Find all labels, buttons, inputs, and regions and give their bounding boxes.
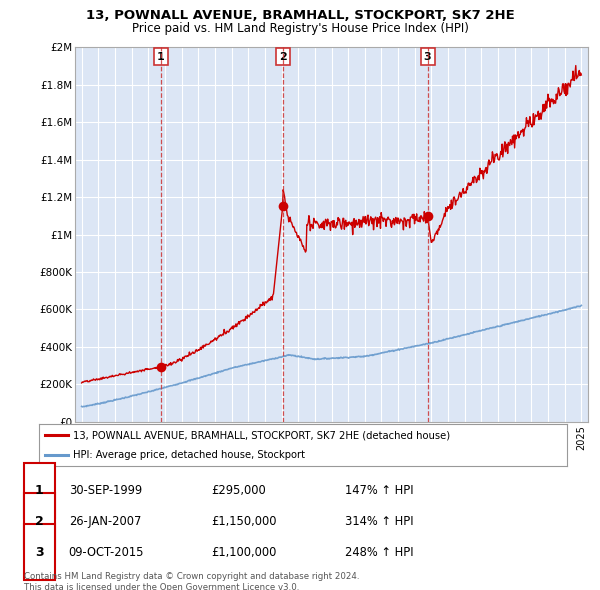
Text: 2: 2 [279, 51, 287, 61]
Text: Price paid vs. HM Land Registry's House Price Index (HPI): Price paid vs. HM Land Registry's House … [131, 22, 469, 35]
Text: £295,000: £295,000 [211, 484, 266, 497]
Text: HPI: Average price, detached house, Stockport: HPI: Average price, detached house, Stoc… [73, 451, 305, 460]
Text: 13, POWNALL AVENUE, BRAMHALL, STOCKPORT, SK7 2HE: 13, POWNALL AVENUE, BRAMHALL, STOCKPORT,… [86, 9, 514, 22]
Text: 1: 1 [157, 51, 164, 61]
Text: 2: 2 [35, 514, 43, 528]
Text: 314% ↑ HPI: 314% ↑ HPI [345, 514, 413, 528]
Text: 1: 1 [35, 484, 43, 497]
Text: £1,100,000: £1,100,000 [211, 546, 277, 559]
Text: 147% ↑ HPI: 147% ↑ HPI [345, 484, 413, 497]
Text: £1,150,000: £1,150,000 [211, 514, 277, 528]
Text: 09-OCT-2015: 09-OCT-2015 [68, 546, 144, 559]
Text: 248% ↑ HPI: 248% ↑ HPI [345, 546, 413, 559]
Text: 3: 3 [35, 546, 43, 559]
Text: 30-SEP-1999: 30-SEP-1999 [68, 484, 142, 497]
FancyBboxPatch shape [24, 493, 55, 549]
Text: 3: 3 [424, 51, 431, 61]
FancyBboxPatch shape [24, 525, 55, 580]
Text: Contains HM Land Registry data © Crown copyright and database right 2024.
This d: Contains HM Land Registry data © Crown c… [24, 572, 359, 590]
FancyBboxPatch shape [24, 463, 55, 518]
Text: 26-JAN-2007: 26-JAN-2007 [68, 514, 141, 528]
Text: 13, POWNALL AVENUE, BRAMHALL, STOCKPORT, SK7 2HE (detached house): 13, POWNALL AVENUE, BRAMHALL, STOCKPORT,… [73, 430, 451, 440]
